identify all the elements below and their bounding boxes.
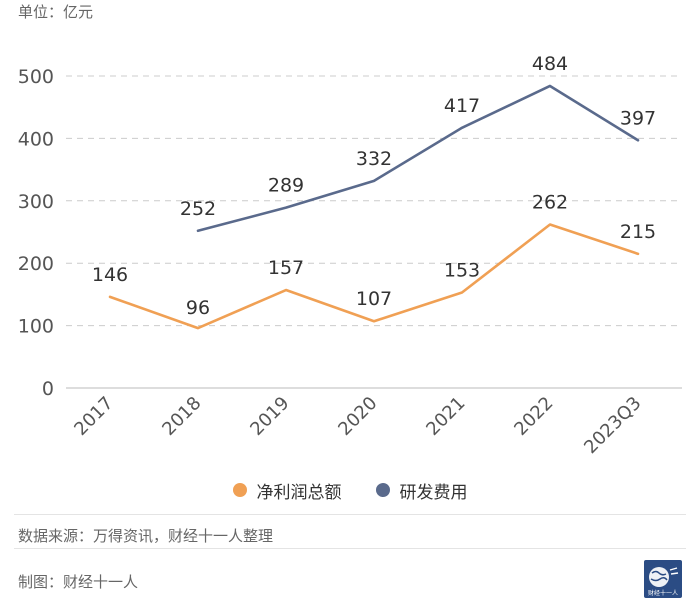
series-line-0 <box>108 223 640 330</box>
data-label-1-2021: 417 <box>444 95 480 117</box>
data-label-0-2023Q3: 215 <box>620 221 656 243</box>
data-source: 数据来源：万得资讯，财经十一人整理 <box>18 527 274 545</box>
brand-logo: 财经十一人 <box>644 560 682 598</box>
legend-item-profit[interactable]: 净利润总额 <box>232 478 342 503</box>
y-tick-label-100: 100 <box>18 316 54 338</box>
unit-label: 单位：亿元 <box>18 3 94 21</box>
series-line-1 <box>196 84 640 233</box>
legend-label-rnd: 研发费用 <box>399 482 468 503</box>
data-label-0-2017: 146 <box>92 264 128 286</box>
x-tick-label-2023Q3: 2023Q3 <box>580 393 645 458</box>
x-tick-label-2021: 2021 <box>422 393 469 440</box>
y-tick-label-300: 300 <box>18 191 54 213</box>
x-tick-label-2020: 2020 <box>334 393 381 440</box>
y-tick-label-200: 200 <box>18 253 54 275</box>
data-label-1-2020: 332 <box>356 148 392 170</box>
data-label-0-2021: 153 <box>444 260 480 282</box>
legend: 净利润总额 研发费用 <box>0 476 700 504</box>
divider-bottom <box>14 548 686 549</box>
y-tick-label-500: 500 <box>18 66 54 88</box>
y-tick-label-400: 400 <box>18 128 54 150</box>
x-tick-label-2019: 2019 <box>246 393 293 440</box>
x-tick-label-2022: 2022 <box>510 393 557 440</box>
data-label-1-2019: 289 <box>268 175 304 197</box>
data-label-1-2022: 484 <box>532 53 568 75</box>
legend-item-rnd[interactable]: 研发费用 <box>375 478 468 503</box>
divider-top <box>14 514 686 515</box>
legend-label-profit: 净利润总额 <box>256 482 342 503</box>
legend-swatch-rnd <box>375 483 390 497</box>
line-chart: 0 100 200 300 400 500 2017 2018 2019 2020 2021 2022… <box>18 53 682 458</box>
data-label-0-2019: 157 <box>268 257 304 279</box>
x-tick-label-2017: 2017 <box>70 393 117 440</box>
data-label-1-2018: 252 <box>180 198 216 220</box>
y-tick-label-0: 0 <box>42 378 54 400</box>
data-label-0-2020: 107 <box>356 288 392 310</box>
x-tick-label-2018: 2018 <box>158 393 205 440</box>
data-label-1-2023Q3: 397 <box>620 107 656 129</box>
data-label-0-2022: 262 <box>532 192 568 214</box>
logo-text: 财经十一人 <box>648 589 678 597</box>
legend-swatch-profit <box>232 483 247 497</box>
chart-credit: 制图：财经十一人 <box>18 573 139 591</box>
data-label-0-2018: 96 <box>186 297 210 319</box>
globe-icon: 财经十一人 <box>648 567 679 597</box>
